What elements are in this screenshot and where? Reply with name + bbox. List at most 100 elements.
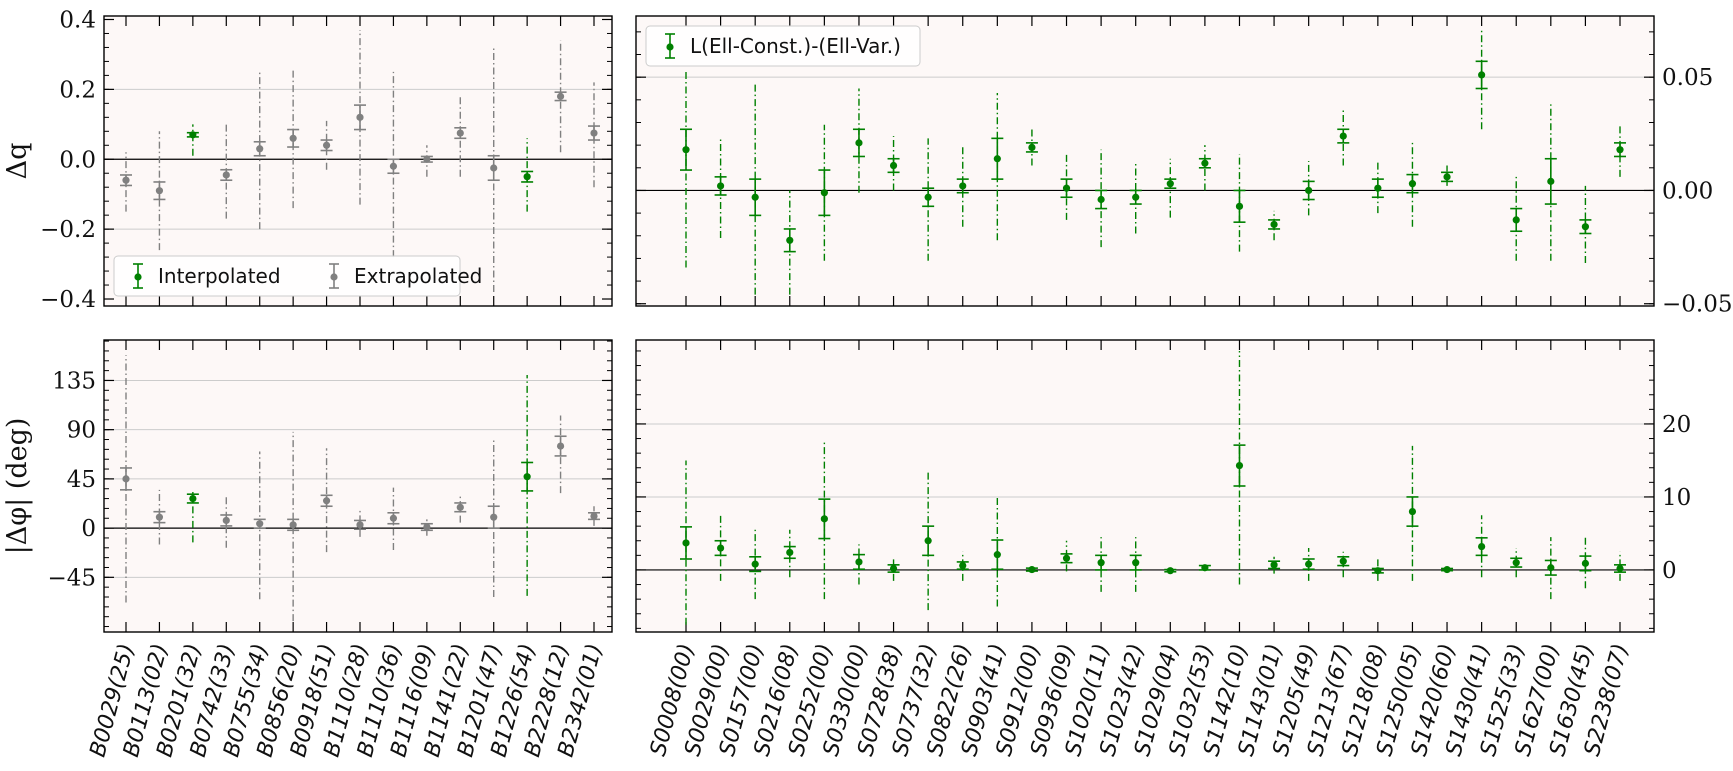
panel-top-left: −0.4 −0.2 0.0 0.2 0.4 Δq Interpolated Extrapola… bbox=[2, 7, 613, 313]
data-point bbox=[1129, 161, 1142, 234]
data-point bbox=[1233, 154, 1246, 252]
legend-marker-dot bbox=[134, 273, 142, 281]
point-marker bbox=[523, 173, 531, 181]
data-point bbox=[922, 138, 935, 261]
data-point bbox=[420, 519, 433, 536]
data-point bbox=[287, 431, 300, 622]
data-point bbox=[1337, 108, 1350, 166]
data-point bbox=[354, 29, 366, 205]
panel-frame bbox=[635, 339, 1655, 633]
point-marker bbox=[523, 473, 531, 481]
data-point bbox=[1129, 537, 1142, 592]
panel-background bbox=[636, 340, 1654, 632]
point-marker bbox=[556, 92, 565, 100]
point-marker bbox=[1166, 567, 1174, 575]
data-point bbox=[120, 152, 132, 212]
point-marker bbox=[1478, 542, 1486, 551]
point-marker bbox=[1408, 507, 1417, 516]
y-tick-label: 20 bbox=[1662, 412, 1691, 438]
y-tick-label: 0 bbox=[1662, 558, 1677, 584]
data-point bbox=[387, 487, 400, 550]
legend-marker-dot bbox=[666, 43, 674, 51]
point-marker bbox=[1443, 565, 1451, 574]
data-point bbox=[714, 138, 727, 239]
data-point bbox=[1025, 565, 1038, 574]
data-point bbox=[220, 124, 233, 219]
y-tick-label: 135 bbox=[52, 368, 96, 394]
point-marker bbox=[751, 193, 759, 201]
point-marker bbox=[716, 182, 725, 190]
y-tick-label: 45 bbox=[67, 467, 96, 493]
data-point bbox=[287, 68, 300, 209]
point-marker bbox=[122, 176, 130, 184]
data-point bbox=[1233, 350, 1246, 585]
data-point bbox=[852, 544, 865, 585]
data-point bbox=[956, 551, 969, 581]
point-marker bbox=[1270, 220, 1278, 229]
data-point bbox=[487, 439, 500, 598]
data-point bbox=[1371, 559, 1384, 581]
data-point bbox=[1164, 567, 1177, 575]
data-point bbox=[253, 71, 266, 230]
point-marker bbox=[1235, 202, 1244, 210]
data-point bbox=[1544, 104, 1557, 261]
data-point bbox=[320, 120, 333, 170]
y-tick-label: 0.0 bbox=[59, 147, 96, 173]
point-marker bbox=[1097, 559, 1105, 567]
point-marker bbox=[1028, 143, 1036, 152]
point-marker bbox=[189, 494, 197, 503]
point-marker bbox=[356, 521, 364, 529]
data-point bbox=[1025, 129, 1038, 166]
data-point bbox=[818, 124, 831, 261]
data-point bbox=[1268, 556, 1281, 574]
point-marker bbox=[189, 131, 197, 139]
point-marker bbox=[1478, 71, 1486, 79]
y-tick-label: −0.2 bbox=[40, 217, 96, 243]
point-marker bbox=[1339, 132, 1347, 140]
data-point bbox=[320, 448, 333, 553]
legend-label: L(Ell-Const.)-(Ell-Var.) bbox=[690, 34, 901, 58]
data-point bbox=[120, 355, 132, 603]
data-point bbox=[1095, 149, 1108, 248]
point-marker bbox=[855, 558, 863, 566]
point-marker bbox=[959, 561, 967, 570]
data-point bbox=[354, 509, 366, 537]
point-marker bbox=[1062, 184, 1071, 192]
point-marker bbox=[1028, 565, 1036, 574]
point-marker bbox=[1581, 559, 1590, 567]
point-marker bbox=[1547, 564, 1555, 572]
point-marker bbox=[356, 113, 364, 121]
point-marker bbox=[423, 155, 431, 163]
data-point bbox=[680, 70, 692, 268]
point-marker bbox=[716, 544, 725, 552]
point-marker bbox=[289, 521, 297, 529]
data-point bbox=[1095, 537, 1108, 592]
point-marker bbox=[1581, 223, 1590, 231]
data-point bbox=[1579, 185, 1592, 263]
legend: L(Ell-Const.)-(Ell-Var.) bbox=[645, 25, 921, 67]
data-point bbox=[1510, 548, 1523, 578]
point-marker bbox=[122, 475, 130, 483]
data-point bbox=[186, 492, 199, 543]
point-marker bbox=[993, 551, 1001, 559]
legend-label: Interpolated bbox=[158, 264, 281, 288]
data-point bbox=[1614, 124, 1626, 177]
data-point bbox=[1198, 145, 1211, 191]
data-point bbox=[956, 145, 969, 227]
point-marker bbox=[1305, 186, 1313, 195]
data-point bbox=[1441, 565, 1454, 574]
point-marker bbox=[682, 146, 690, 154]
point-marker bbox=[590, 129, 598, 137]
point-marker bbox=[855, 139, 863, 147]
data-point bbox=[749, 529, 762, 600]
legend-label: Extrapolated bbox=[354, 264, 482, 288]
data-point bbox=[554, 415, 567, 494]
point-marker bbox=[322, 497, 331, 505]
data-point bbox=[554, 40, 567, 153]
data-point bbox=[1544, 537, 1557, 600]
point-marker bbox=[556, 442, 565, 450]
y-tick-label: 0.2 bbox=[59, 77, 96, 103]
point-marker bbox=[389, 514, 398, 522]
point-marker bbox=[1062, 554, 1071, 562]
